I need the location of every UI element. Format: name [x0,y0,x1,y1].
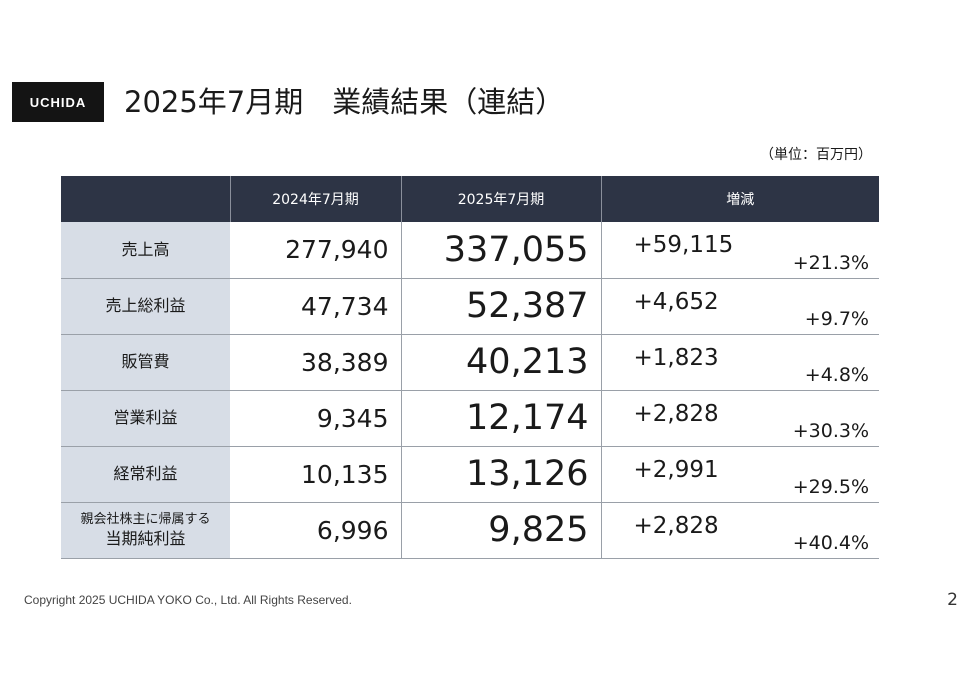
curr-year-value: 40,213 [401,334,602,391]
table-row: 売上総利益 47,734 52,387 +4,652 +9.7% [61,278,879,335]
row-label-text: 経常利益 [113,464,178,483]
column-header-item [61,176,230,222]
change-percent: +9.7% [804,307,869,330]
row-label: 売上高 [61,222,230,279]
table-header-row: 2024年7月期 2025年7月期 増減 [61,176,879,222]
row-label-text: 営業利益 [113,408,178,427]
row-label-text: 売上総利益 [105,296,186,315]
column-header-change: 増減 [600,176,879,222]
column-header-prev-year: 2024年7月期 [229,176,401,222]
change-amount: +2,991 [633,456,719,483]
change-cell: +2,828 +30.3% [601,390,879,447]
page-number: 2 [947,590,958,610]
change-cell: +2,991 +29.5% [601,446,879,503]
row-label-text: 当期純利益 [105,529,186,548]
row-label: 営業利益 [61,390,230,447]
table-row: 経常利益 10,135 13,126 +2,991 +29.5% [61,446,879,503]
row-label: 売上総利益 [61,278,230,335]
prev-year-value: 9,345 [230,390,402,447]
row-label-text: 販管費 [121,352,170,371]
change-cell: +59,115 +21.3% [601,222,879,279]
change-percent: +30.3% [792,419,869,442]
change-amount: +2,828 [633,512,719,539]
prev-year-value: 47,734 [230,278,402,335]
curr-year-value: 13,126 [401,446,602,503]
table-row: 親会社株主に帰属する 当期純利益 6,996 9,825 +2,828 +40.… [61,502,879,559]
prev-year-value: 277,940 [230,222,402,279]
change-cell: +4,652 +9.7% [601,278,879,335]
table-row: 販管費 38,389 40,213 +1,823 +4.8% [61,334,879,391]
results-table: 2024年7月期 2025年7月期 増減 売上高 277,940 337,055… [61,176,879,559]
prev-year-value: 10,135 [230,446,402,503]
curr-year-value: 12,174 [401,390,602,447]
change-percent: +40.4% [792,531,869,554]
row-label: 販管費 [61,334,230,391]
change-amount: +2,828 [633,400,719,427]
row-label-small: 親会社株主に帰属する [80,512,211,527]
page-title: 2025年7月期 業績結果（連結） [124,85,565,119]
table-row: 売上高 277,940 337,055 +59,115 +21.3% [61,222,879,279]
change-amount: +4,652 [633,288,719,315]
curr-year-value: 9,825 [401,502,602,559]
row-label: 親会社株主に帰属する 当期純利益 [61,502,230,559]
curr-year-value: 52,387 [401,278,602,335]
copyright-text: Copyright 2025 UCHIDA YOKO Co., Ltd. All… [24,593,352,607]
change-cell: +1,823 +4.8% [601,334,879,391]
row-label-text: 売上高 [121,239,170,259]
logo-text: UCHIDA [29,94,87,110]
company-logo: UCHIDA [12,82,104,122]
change-amount: +1,823 [633,344,719,371]
change-percent: +4.8% [804,363,869,386]
curr-year-value: 337,055 [401,222,602,279]
unit-note: （単位：百万円） [760,147,872,163]
column-header-curr-year: 2025年7月期 [400,176,601,222]
prev-year-value: 6,996 [230,502,402,559]
change-amount: +59,115 [633,232,734,258]
row-label: 経常利益 [61,446,230,503]
table-row: 営業利益 9,345 12,174 +2,828 +30.3% [61,390,879,447]
change-percent: +21.3% [792,251,869,274]
change-cell: +2,828 +40.4% [601,502,879,559]
change-percent: +29.5% [792,475,869,498]
prev-year-value: 38,389 [230,334,402,391]
